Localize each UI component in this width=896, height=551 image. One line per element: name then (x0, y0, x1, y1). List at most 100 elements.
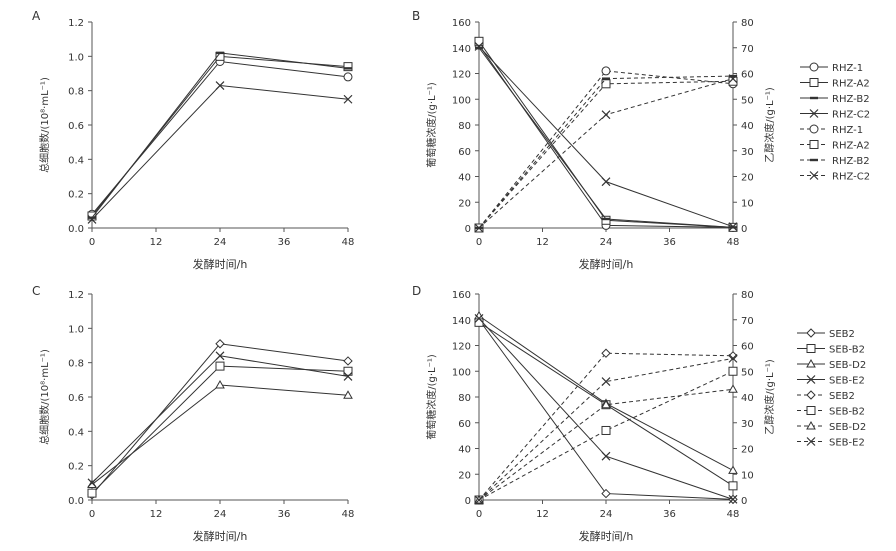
series-seb-d2 (87, 379, 353, 489)
series-seb2 (474, 315, 738, 505)
panel-label: D (412, 284, 421, 298)
series-line (478, 370, 734, 501)
y-tick-label: 0.6 (68, 393, 84, 404)
x-tick-label: 12 (150, 509, 163, 520)
data-point (87, 479, 97, 489)
legend-marker (809, 124, 819, 134)
data-point (728, 465, 738, 474)
series-line (478, 80, 734, 229)
data-point (601, 488, 611, 499)
legend-label: SEB-D2 (829, 360, 866, 371)
y2-tick-label: 70 (741, 316, 754, 327)
legend-label: SEB2 (829, 329, 855, 340)
legend: SEB2 SEB-B2 SEB-D2 SEB-E2 SEB2 SEB-B2 SEB-D2 SE… (797, 328, 866, 449)
data-point (474, 317, 484, 327)
y-tick-label: 140 (452, 44, 471, 55)
series-seb-e2 (474, 314, 738, 504)
y-tick-label: 20 (458, 198, 471, 209)
data-point (343, 371, 353, 381)
panel-label: A (32, 9, 41, 23)
y-tick-label: 1.0 (68, 324, 84, 335)
legend-marker (809, 62, 819, 72)
data-point (344, 67, 352, 70)
y-tick-label: 0.0 (68, 224, 84, 235)
y2-tick-label: 70 (741, 44, 754, 55)
y-tick-label: 0.2 (68, 462, 84, 473)
x-tick-label: 36 (278, 237, 291, 248)
y-tick-label: 80 (458, 393, 471, 404)
data-point (602, 217, 610, 221)
chart-panel-d: D0 12 24 36 48020406080100120140160010203040… (412, 284, 866, 543)
data-point (601, 66, 611, 76)
data-point (215, 81, 225, 90)
series-seb-e2 (87, 351, 353, 488)
y-tick-label: 0.2 (68, 190, 84, 201)
data-point (601, 425, 611, 435)
series-seb-d2 (474, 310, 738, 474)
data-point (601, 377, 611, 386)
x-tick-label: 36 (663, 509, 676, 520)
legend: RHZ-1 RHZ-A2 RHZ-B2 RHZ-C2 RHZ-1 RHZ-A2 RHZ-B2… (800, 62, 870, 183)
x-tick-label: 24 (214, 237, 227, 248)
data-point (215, 361, 225, 371)
data-point (215, 339, 225, 349)
series-rhz-1 (87, 56, 353, 219)
y2-tick-label: 10 (741, 470, 754, 481)
legend-marker (806, 390, 816, 400)
data-point (215, 379, 225, 389)
y-axis-label: 总细胞数/(10⁸·mL⁻¹) (38, 349, 51, 445)
y2-tick-label: 80 (741, 18, 754, 29)
x-tick-label: 48 (727, 509, 740, 520)
x-tick-label: 36 (663, 237, 676, 248)
chart-panel-b: B0 12 24 36 48020406080100120140160010203040… (412, 9, 870, 271)
y-tick-label: 0.8 (68, 359, 84, 370)
y2-tick-label: 20 (741, 173, 754, 184)
y2-tick-label: 0 (741, 224, 747, 235)
legend-label: SEB-D2 (829, 422, 866, 433)
data-point (601, 399, 611, 409)
series-seb-e2-ethanol (474, 353, 738, 505)
x-tick-label: 12 (150, 237, 163, 248)
x-tick-label: 24 (214, 509, 227, 520)
data-point (728, 366, 738, 376)
series-line (91, 55, 349, 217)
legend-label: RHZ-C2 (832, 172, 870, 183)
y-tick-label: 1.2 (68, 18, 84, 29)
y2-tick-label: 50 (741, 367, 754, 378)
data-point (87, 478, 97, 488)
legend-marker (806, 328, 816, 338)
y-tick-label: 100 (452, 95, 471, 106)
series-rhz-a2 (87, 51, 353, 221)
x-tick-label: 36 (278, 509, 291, 520)
y-tick-label: 60 (458, 147, 471, 158)
legend-label: RHZ-1 (832, 125, 863, 136)
series-line (478, 352, 734, 501)
legend-label: RHZ-B2 (832, 156, 870, 167)
y2-tick-label: 0 (741, 496, 747, 507)
legend-marker (809, 109, 819, 118)
y-tick-label: 0.6 (68, 121, 84, 132)
series-line (478, 78, 734, 229)
data-point (474, 495, 484, 505)
x-tick-label: 12 (536, 509, 549, 520)
x-tick-label: 0 (476, 237, 482, 248)
data-point (474, 223, 484, 233)
y-tick-label: 0.8 (68, 87, 84, 98)
data-point (601, 177, 611, 187)
legend-marker (806, 344, 816, 353)
x-tick-label: 0 (476, 509, 482, 520)
series-seb-b2-ethanol (474, 366, 738, 505)
data-point (601, 110, 611, 120)
chart-panel-c: C 0 12 24 36 48 0.0 0.2 0.4 0.6 0.8 1.0 1.2 发酵时间/h 总细胞… (32, 284, 354, 543)
series-line (478, 315, 734, 471)
series-rhz-c2 (474, 42, 738, 232)
y2-tick-label: 50 (741, 95, 754, 106)
series-rhz-a2-ethanol (474, 76, 738, 233)
y-tick-label: 160 (452, 18, 471, 29)
data-point (88, 216, 96, 219)
x-tick-label: 48 (342, 237, 355, 248)
x-tick-label: 48 (342, 509, 355, 520)
y-axis-label: 葡萄糖浓度/(g·L⁻¹) (425, 354, 438, 440)
series-line (478, 70, 734, 229)
